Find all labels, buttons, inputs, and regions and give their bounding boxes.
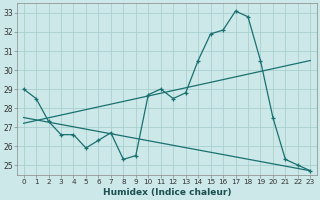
X-axis label: Humidex (Indice chaleur): Humidex (Indice chaleur) [103,188,231,197]
